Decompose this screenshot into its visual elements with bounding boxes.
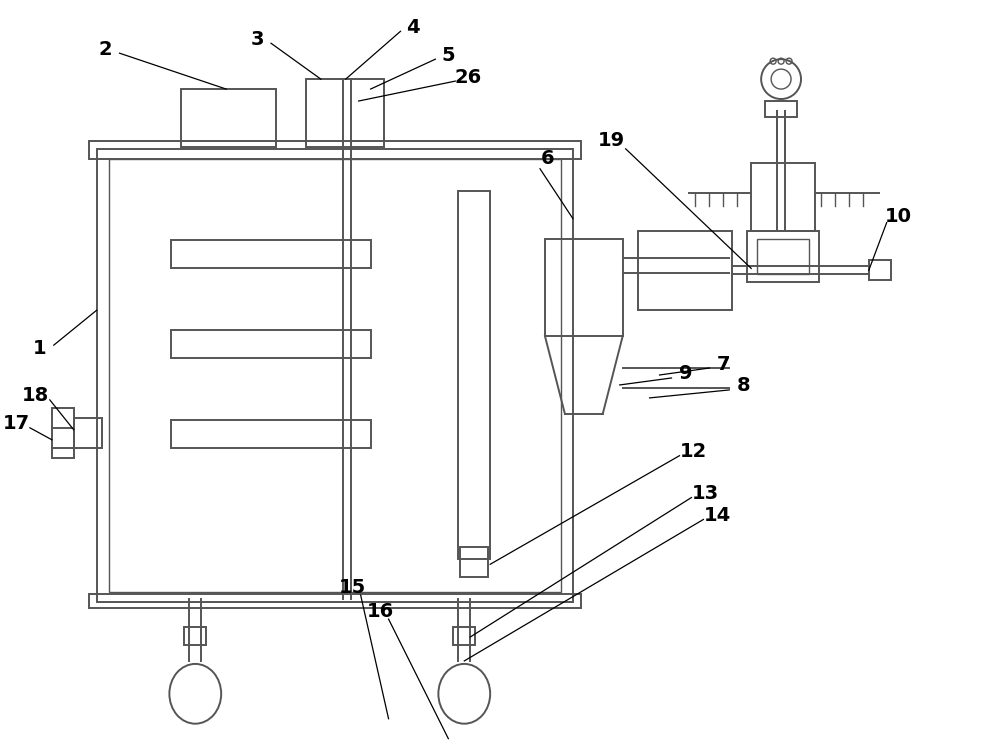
Text: 3: 3 xyxy=(250,30,264,48)
Bar xyxy=(89,141,581,159)
Text: 13: 13 xyxy=(692,484,719,503)
Bar xyxy=(306,79,384,147)
Bar xyxy=(171,330,371,358)
Text: 6: 6 xyxy=(541,149,555,169)
Text: 18: 18 xyxy=(22,386,50,405)
Bar xyxy=(89,594,581,608)
Bar xyxy=(751,163,815,231)
Bar xyxy=(74,418,102,448)
Bar xyxy=(171,420,371,448)
Bar xyxy=(869,260,891,280)
Text: 15: 15 xyxy=(339,577,366,597)
Text: 9: 9 xyxy=(679,365,692,383)
Text: 12: 12 xyxy=(680,442,707,461)
Bar xyxy=(765,101,797,117)
Text: 26: 26 xyxy=(455,68,482,87)
Bar xyxy=(638,231,732,310)
Bar xyxy=(545,239,623,336)
Text: 14: 14 xyxy=(704,506,731,525)
Bar xyxy=(97,149,573,602)
Bar xyxy=(184,627,206,645)
Bar xyxy=(453,627,475,645)
Text: 5: 5 xyxy=(442,46,455,65)
Text: 17: 17 xyxy=(2,414,30,433)
Text: 4: 4 xyxy=(406,18,419,37)
Text: 19: 19 xyxy=(598,131,625,151)
Text: 2: 2 xyxy=(99,40,112,59)
Bar xyxy=(757,239,809,275)
Bar xyxy=(181,89,276,147)
Text: 1: 1 xyxy=(33,339,47,357)
Bar xyxy=(109,159,561,592)
Bar xyxy=(458,191,490,560)
Text: 8: 8 xyxy=(736,377,750,395)
Text: 10: 10 xyxy=(885,207,912,226)
Bar xyxy=(171,240,371,269)
Text: 7: 7 xyxy=(717,354,730,374)
Bar xyxy=(747,231,819,282)
Bar xyxy=(52,408,74,458)
Bar xyxy=(460,548,488,577)
Text: 16: 16 xyxy=(367,601,394,621)
